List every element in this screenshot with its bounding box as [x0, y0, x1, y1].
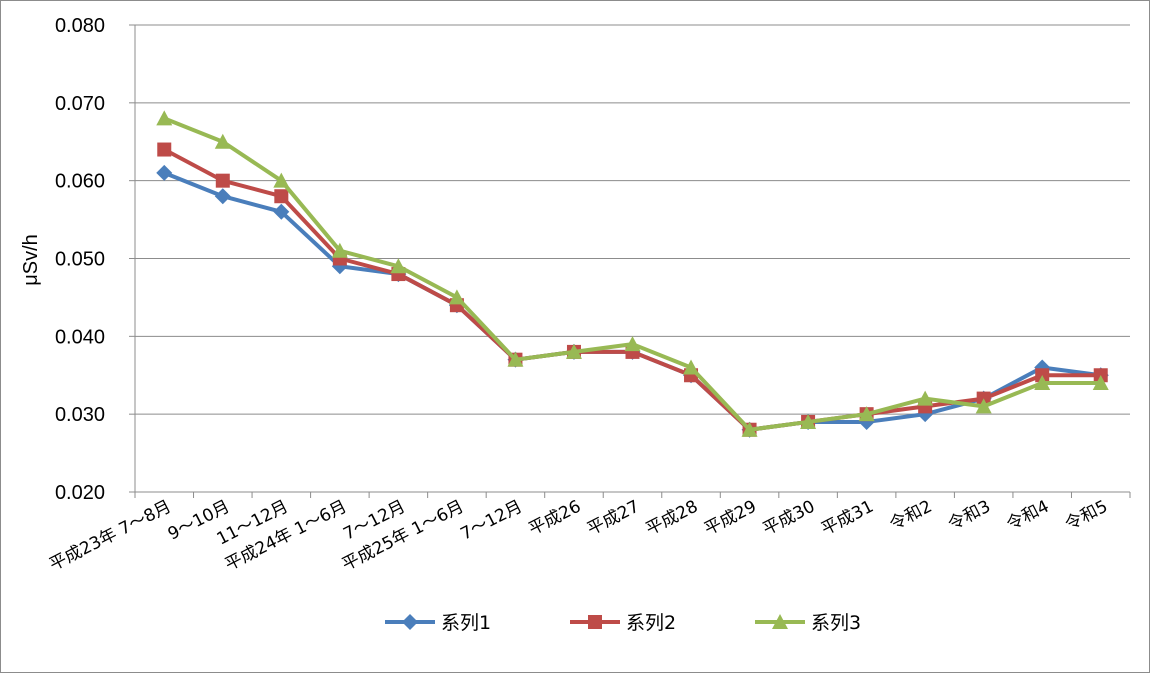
- series-layer: [156, 110, 1109, 438]
- series-3: [156, 110, 1109, 437]
- x-tick-label: 令和5: [1062, 497, 1111, 535]
- data-point: [507, 351, 524, 367]
- series-line: [163, 116, 1101, 432]
- gridlines: [129, 24, 1130, 493]
- x-tick-label: 平成26: [526, 497, 585, 540]
- data-point: [624, 336, 641, 352]
- series-1: [156, 164, 1109, 438]
- data-point: [215, 173, 230, 188]
- data-point: [800, 413, 817, 429]
- legend-item-1: 系列1: [385, 612, 491, 634]
- data-point: [273, 172, 290, 188]
- data-point: [1034, 375, 1051, 391]
- legend: 系列1 系列2 系列3: [385, 612, 861, 634]
- y-tick-label: 0.070: [55, 93, 105, 115]
- data-point: [390, 258, 407, 274]
- x-tick-label: 平成23年 7～8月: [46, 497, 174, 576]
- data-point: [741, 421, 758, 437]
- x-tick-label: 令和3: [945, 497, 994, 535]
- data-point: [565, 343, 582, 359]
- x-tick-label: 平成29: [701, 497, 760, 540]
- y-axis-label: μSv/h: [20, 234, 42, 286]
- data-point: [156, 110, 173, 126]
- data-point: [683, 359, 700, 375]
- legend-marker: [772, 614, 788, 629]
- data-point: [214, 188, 231, 205]
- data-point: [273, 203, 290, 220]
- y-tick-label: 0.030: [55, 404, 105, 426]
- data-point: [858, 406, 875, 422]
- legend-item-2: 系列2: [570, 612, 676, 634]
- y-tick-label: 0.040: [55, 326, 105, 348]
- y-tick-label: 0.050: [55, 249, 105, 271]
- x-tick-label: 平成30: [760, 497, 819, 540]
- data-point: [975, 398, 992, 414]
- axes: [134, 25, 1131, 498]
- x-tick-label: 平成28: [643, 497, 702, 540]
- data-point: [917, 390, 934, 406]
- x-tick-label: 令和2: [886, 497, 935, 535]
- data-point: [1092, 375, 1109, 391]
- data-point: [448, 289, 465, 305]
- legend-label: 系列1: [441, 612, 491, 634]
- x-tick-label: 7～12月: [457, 497, 525, 545]
- data-point: [274, 189, 289, 204]
- y-tick-label: 0.060: [55, 171, 105, 193]
- x-tick-label: 平成27: [584, 497, 643, 540]
- data-point: [331, 242, 348, 258]
- x-tick-label: 令和4: [1003, 497, 1052, 535]
- y-tick-label: 0.080: [55, 15, 105, 37]
- x-tick-label: 平成31: [818, 497, 877, 540]
- legend-marker: [588, 615, 602, 629]
- series-line: [163, 147, 1101, 432]
- legend-item-3: 系列3: [755, 612, 861, 634]
- data-point: [214, 133, 231, 149]
- legend-marker: [402, 614, 418, 630]
- data-point: [157, 142, 172, 157]
- legend-label: 系列3: [811, 612, 861, 634]
- data-point: [156, 164, 173, 181]
- y-tick-label: 0.020: [55, 482, 105, 504]
- y-tick-labels: 0.020 0.030 0.040 0.050 0.060 0.070 0.080: [55, 15, 105, 504]
- series-2: [157, 142, 1108, 437]
- legend-label: 系列2: [626, 612, 676, 634]
